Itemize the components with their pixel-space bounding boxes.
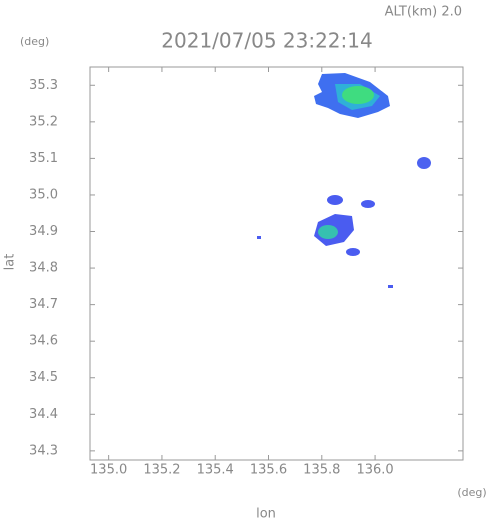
y-tick-label: 35.2 [29, 114, 58, 129]
y-tick-label: 35.3 [29, 78, 58, 93]
x-tick-label: 135.6 [250, 463, 287, 478]
echo [342, 86, 374, 104]
y-tick-label: 35.0 [29, 187, 58, 202]
x-tick-label: 135.2 [143, 463, 180, 478]
echo [417, 157, 431, 169]
y-unit: (deg) [20, 35, 49, 48]
x-tick-label: 136.0 [356, 463, 393, 478]
radar-echoes [257, 73, 431, 288]
chart-title: 2021/07/05 23:22:14 [161, 29, 372, 53]
y-tick-label: 34.3 [29, 443, 58, 458]
y-tick-label: 34.9 [29, 224, 58, 239]
y-tick-label: 35.1 [29, 151, 58, 166]
y-tick-label: 34.7 [29, 297, 58, 312]
x-tick-label: 135.4 [197, 463, 234, 478]
echo [327, 195, 343, 205]
y-tick-label: 34.6 [29, 334, 58, 349]
y-tick-label: 34.5 [29, 370, 58, 385]
plot-frame [89, 66, 464, 461]
y-tick-label: 34.4 [29, 407, 58, 422]
echo [257, 236, 261, 239]
echo [361, 200, 375, 208]
x-tick-label: 135.0 [90, 463, 127, 478]
x-axis-label: lon [256, 507, 276, 521]
echo [318, 225, 338, 239]
x-tick-label: 135.8 [303, 463, 340, 478]
y-tick-label: 34.8 [29, 261, 58, 276]
y-axis-label: lat [3, 254, 18, 271]
subtitle: ALT(km) 2.0 [385, 5, 462, 20]
x-unit: (deg) [457, 486, 486, 499]
echo [388, 285, 393, 288]
echo [346, 248, 360, 256]
